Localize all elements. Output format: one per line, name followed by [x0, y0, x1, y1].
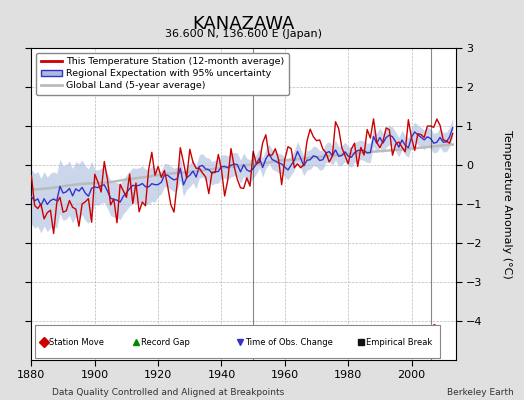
Text: 36.600 N, 136.600 E (Japan): 36.600 N, 136.600 E (Japan): [165, 29, 322, 39]
Y-axis label: Temperature Anomaly (°C): Temperature Anomaly (°C): [502, 130, 512, 278]
Text: Time of Obs. Change: Time of Obs. Change: [245, 338, 333, 347]
FancyBboxPatch shape: [35, 325, 440, 358]
Text: Empirical Break: Empirical Break: [366, 338, 432, 347]
Legend: This Temperature Station (12-month average), Regional Expectation with 95% uncer: This Temperature Station (12-month avera…: [36, 53, 289, 95]
Text: Data Quality Controlled and Aligned at Breakpoints: Data Quality Controlled and Aligned at B…: [52, 388, 285, 397]
Title: KANAZAWA: KANAZAWA: [192, 14, 295, 32]
Text: Record Gap: Record Gap: [141, 338, 190, 347]
Text: Berkeley Earth: Berkeley Earth: [447, 388, 514, 397]
Text: Station Move: Station Move: [49, 338, 104, 347]
